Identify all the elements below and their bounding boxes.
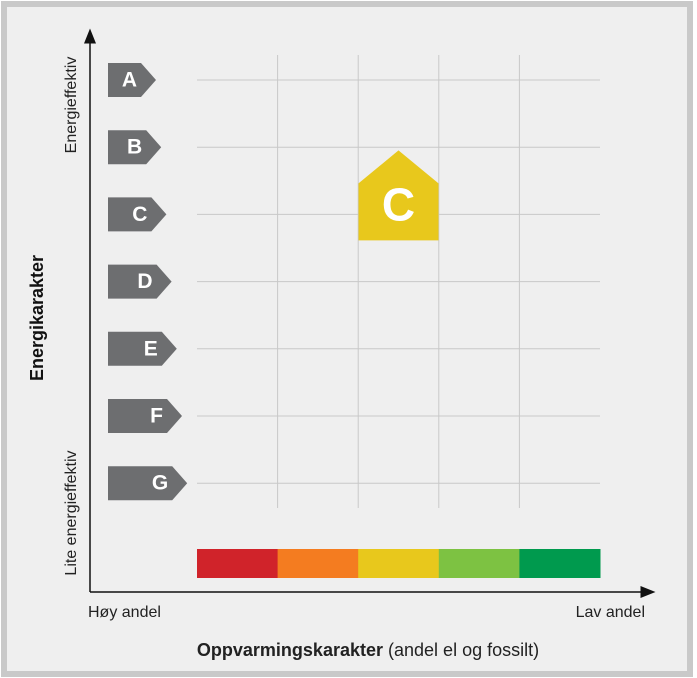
x-left-label: Høy andel bbox=[88, 604, 161, 621]
grade-arrow bbox=[108, 466, 188, 501]
grade-arrow bbox=[108, 331, 177, 366]
heating-segment bbox=[277, 549, 359, 578]
x-title-main: Oppvarmingskarakter bbox=[197, 640, 383, 660]
y-bottom-label: Lite energieffektiv bbox=[63, 450, 80, 575]
heating-segment bbox=[519, 549, 601, 578]
house-marker bbox=[358, 150, 439, 241]
grade-letter: D bbox=[137, 270, 152, 293]
grade-letter: C bbox=[132, 203, 147, 226]
marker-letter: C bbox=[382, 179, 415, 231]
grade-arrow bbox=[108, 399, 182, 433]
grade-letter: E bbox=[144, 337, 158, 360]
grade-arrow bbox=[108, 197, 167, 232]
heating-segment bbox=[358, 549, 440, 578]
grade-letter: B bbox=[127, 136, 142, 159]
y-axis-title: Energikarakter bbox=[27, 255, 47, 381]
grade-arrow bbox=[108, 264, 172, 299]
x-right-label: Lav andel bbox=[576, 604, 645, 621]
grade-letter: A bbox=[122, 69, 137, 92]
grade-letter: F bbox=[150, 405, 163, 428]
x-title-note: (andel el og fossilt) bbox=[388, 640, 539, 660]
grade-letter: G bbox=[152, 472, 168, 495]
heating-segment bbox=[438, 549, 520, 578]
grid bbox=[197, 55, 600, 508]
heating-segment bbox=[197, 549, 279, 578]
y-top-label: Energieffektiv bbox=[63, 57, 80, 154]
grade-arrow bbox=[108, 130, 162, 165]
x-axis-title: Oppvarmingskarakter (andel el og fossilt… bbox=[197, 640, 539, 660]
grade-arrow bbox=[108, 63, 156, 97]
